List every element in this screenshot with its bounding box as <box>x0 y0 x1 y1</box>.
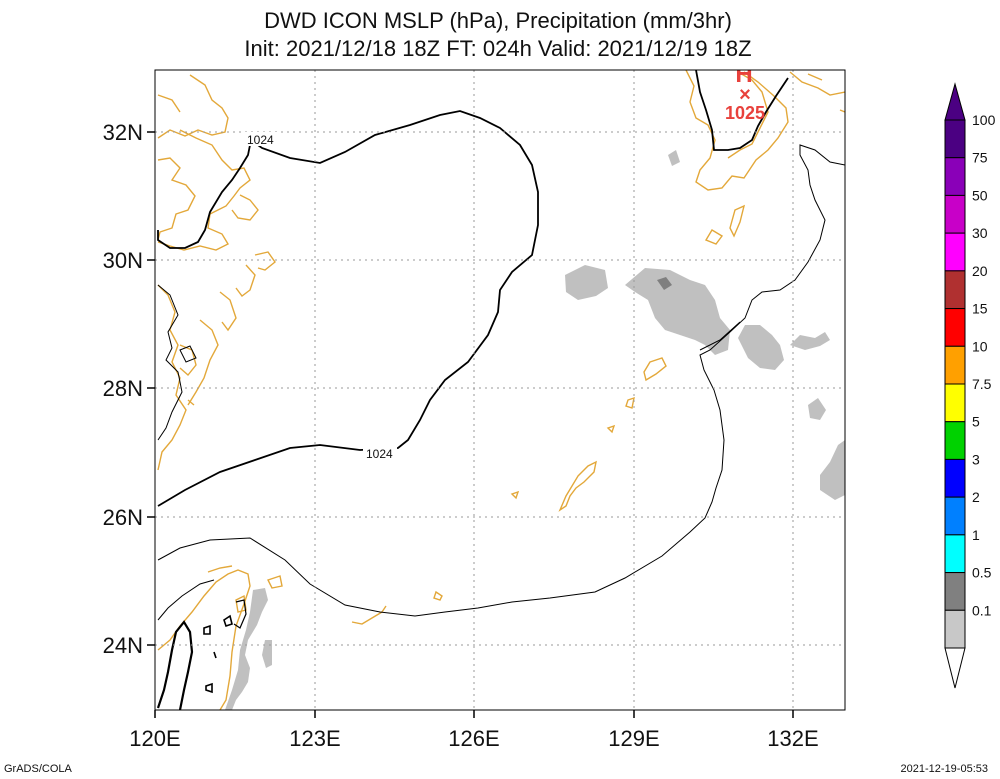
isobar-label: 1024 <box>366 447 393 461</box>
colorbar-swatch <box>944 458 966 498</box>
lat-label: 28N <box>103 376 143 401</box>
isobars <box>156 70 845 710</box>
colorbar-label: 7.5 <box>972 376 992 392</box>
lat-label: 32N <box>103 120 143 145</box>
colorbar-swatch <box>944 421 966 460</box>
colorbar-swatch <box>944 194 966 234</box>
colorbar-swatch <box>944 345 966 385</box>
colorbar-swatch <box>944 232 966 272</box>
colorbar-swatch <box>944 270 966 310</box>
map-subtitle: Init: 2021/12/18 18Z FT: 024h Valid: 202… <box>244 36 752 61</box>
colorbar-swatch <box>944 119 966 159</box>
colorbar-label: 0.5 <box>972 565 992 581</box>
precipitation-heavy-areas <box>657 277 672 290</box>
colorbar-swatch <box>944 157 966 196</box>
colorbar-swatch <box>944 609 966 649</box>
lat-label: 24N <box>103 633 143 658</box>
colorbar-label: 2 <box>972 489 980 505</box>
latitude-labels: 32N 30N 28N 26N 24N <box>103 120 143 658</box>
high-pressure-value: 1025 <box>725 103 765 123</box>
colorbar-swatch <box>944 572 966 611</box>
colorbar-top-arrow <box>944 82 966 121</box>
colorbar-bottom-arrow <box>944 647 966 689</box>
lon-label: 120E <box>129 726 180 751</box>
colorbar-label: 50 <box>972 187 988 203</box>
colorbar-label: 30 <box>972 225 988 241</box>
high-pressure-marker: × <box>739 84 751 106</box>
colorbar-label: 20 <box>972 263 988 279</box>
isobar-label: 1024 <box>247 133 274 147</box>
map-frame <box>154 69 846 711</box>
colorbar-label: 0.1 <box>972 602 992 618</box>
colorbar-swatch <box>944 308 966 347</box>
precipitation-colorbar: 100 75 50 30 20 15 10 7.5 5 3 2 1 0.5 0.1 <box>944 82 996 689</box>
high-pressure-symbol: H <box>735 61 752 88</box>
lon-label: 126E <box>448 726 499 751</box>
colorbar-swatch <box>944 496 966 536</box>
colorbar-label: 100 <box>972 112 996 128</box>
colorbar-swatch <box>944 383 966 423</box>
lon-label: 123E <box>289 726 340 751</box>
map-title: DWD ICON MSLP (hPa), Precipitation (mm/3… <box>264 8 732 33</box>
lon-label: 129E <box>608 726 659 751</box>
footer-right: 2021-12-19-05:53 <box>900 763 988 775</box>
colorbar-label: 15 <box>972 301 988 317</box>
longitude-labels: 120E 123E 126E 129E 132E <box>129 726 818 751</box>
lat-label: 26N <box>103 505 143 530</box>
axis-ticks <box>147 131 794 718</box>
colorbar-swatch <box>944 534 966 574</box>
colorbar-label: 5 <box>972 414 980 430</box>
coastlines <box>157 70 845 710</box>
colorbar-label: 1 <box>972 527 980 543</box>
map-content: 1024 1024 H × 1025 <box>155 61 845 710</box>
lat-label: 30N <box>103 248 143 273</box>
lon-label: 132E <box>767 726 818 751</box>
colorbar-label: 3 <box>972 451 980 467</box>
precipitation-areas <box>225 150 845 710</box>
colorbar-label: 10 <box>972 338 988 354</box>
footer-left: GrADS/COLA <box>4 763 72 775</box>
colorbar-label: 75 <box>972 150 988 166</box>
